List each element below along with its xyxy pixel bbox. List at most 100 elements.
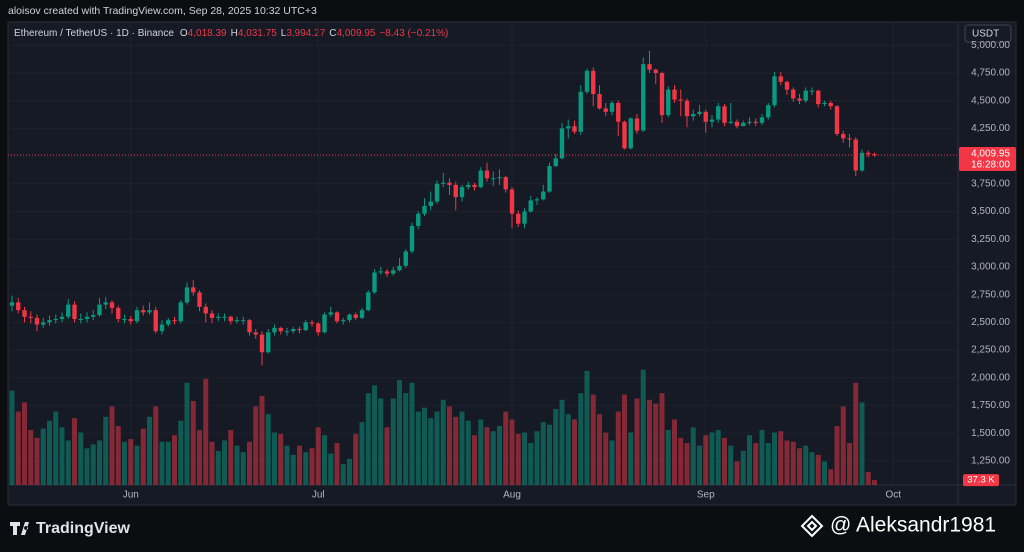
volume-bar: [815, 454, 821, 485]
candle-body: [534, 199, 540, 201]
candle-body: [659, 72, 665, 116]
candle-body: [459, 187, 465, 198]
candle-body: [647, 64, 652, 70]
volume-bar: [328, 453, 334, 485]
candle-body: [266, 332, 271, 353]
volume-bar: [853, 382, 859, 485]
currency-box[interactable]: [964, 24, 1012, 43]
volume-bar: [40, 428, 46, 485]
volume-bar: [265, 414, 271, 485]
candle-body: [309, 322, 315, 324]
volume-bar: [547, 424, 552, 485]
candle-body: [291, 328, 296, 332]
candle-body: [334, 312, 340, 322]
volume-bar: [828, 469, 834, 485]
candle-body: [522, 211, 527, 224]
candle-body: [766, 105, 771, 118]
volume-bar: [315, 427, 321, 485]
last-price-box: [959, 147, 1016, 172]
volume-bar: [478, 419, 484, 485]
candle-body: [622, 121, 627, 149]
volume-bar: [515, 433, 521, 485]
candle-body: [834, 106, 840, 134]
volume-bar: [753, 443, 759, 485]
volume-bar: [415, 411, 421, 485]
volume-bar: [615, 411, 621, 485]
x-tick-label: Oct: [885, 490, 901, 501]
volume-bar: [559, 399, 565, 485]
candle-body: [572, 126, 577, 132]
volume-bar: [397, 380, 402, 485]
candle-body: [78, 319, 83, 321]
x-tick-label: Sep: [697, 490, 715, 501]
volume-bar: [453, 416, 459, 485]
candle-body: [484, 170, 490, 179]
candle-body: [47, 320, 52, 323]
candle-body: [166, 320, 171, 325]
candle-body: [116, 307, 121, 320]
volume-bar: [334, 443, 340, 485]
candle-body: [772, 76, 777, 106]
candle-body: [247, 320, 252, 333]
volume-bar: [128, 439, 134, 485]
volume-bar: [90, 444, 96, 485]
candle-body: [378, 271, 383, 273]
legend-value: 4,009.95: [337, 28, 376, 39]
candle-body: [478, 170, 483, 188]
volume-bar: [859, 402, 865, 485]
logo-text: TradingView: [36, 520, 131, 537]
candle-body: [297, 328, 302, 331]
candle-body: [147, 310, 152, 313]
volume-bar: [709, 432, 715, 485]
volume-bar: [234, 445, 240, 485]
volume-bar: [347, 458, 352, 485]
candle-body: [197, 292, 202, 307]
volume-bar: [434, 411, 440, 485]
volume-bar: [578, 393, 584, 485]
candle-body: [841, 133, 846, 139]
candle-body: [616, 102, 621, 122]
candle-body: [597, 94, 602, 109]
currency[interactable]: USDT: [972, 29, 999, 40]
candle-body: [97, 304, 102, 316]
volume-bar: [628, 432, 634, 485]
candle-body: [134, 310, 140, 322]
volume-bar: [115, 426, 121, 485]
candle-body: [503, 177, 508, 190]
candle-body: [91, 315, 96, 317]
volume-bar: [165, 441, 171, 485]
volume-bar: [634, 398, 640, 485]
candle-body: [441, 182, 446, 184]
volume-bar: [659, 393, 665, 485]
candle-body: [497, 177, 502, 179]
volume-bar: [822, 461, 827, 485]
candle-body: [553, 158, 558, 167]
candle-body: [591, 70, 596, 95]
volume-bar: [178, 420, 184, 485]
candle-body: [416, 213, 421, 226]
candle-body: [753, 121, 758, 123]
candle-body: [541, 191, 546, 200]
volume-bar: [584, 370, 590, 485]
candle-body: [397, 265, 402, 271]
volume-bar: [440, 399, 446, 485]
candle-body: [59, 316, 65, 320]
y-tick-label: 4,500.00: [971, 95, 1010, 106]
candle-body: [566, 126, 571, 129]
candle-body: [653, 69, 658, 73]
legend-value: 4,018.39: [188, 28, 227, 39]
volume-bar: [378, 398, 384, 485]
candle-body: [159, 324, 165, 332]
y-tick-label: 3,000.00: [971, 262, 1010, 273]
logo: [10, 522, 29, 535]
candle-body: [628, 118, 633, 149]
candle-body: [609, 102, 615, 112]
volume-bar: [228, 429, 234, 485]
candle-body: [191, 287, 196, 293]
y-tick-label: 1,750.00: [971, 400, 1010, 411]
candle-body: [22, 310, 27, 317]
volume-bar: [865, 471, 871, 485]
candle-body: [728, 121, 733, 123]
volume-bar: [734, 461, 740, 485]
